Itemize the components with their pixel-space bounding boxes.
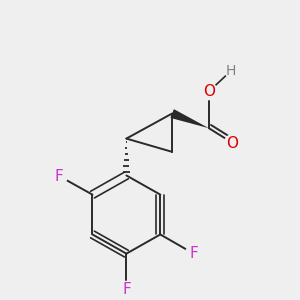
Circle shape	[118, 281, 135, 298]
Text: O: O	[203, 84, 215, 99]
Text: F: F	[189, 246, 198, 261]
Circle shape	[225, 64, 238, 77]
Circle shape	[51, 168, 68, 184]
Circle shape	[185, 245, 202, 262]
Polygon shape	[170, 109, 209, 128]
Text: F: F	[122, 282, 131, 297]
Text: O: O	[226, 136, 238, 151]
Circle shape	[224, 135, 241, 151]
Text: F: F	[55, 169, 64, 184]
Circle shape	[201, 83, 217, 100]
Text: H: H	[226, 64, 236, 78]
